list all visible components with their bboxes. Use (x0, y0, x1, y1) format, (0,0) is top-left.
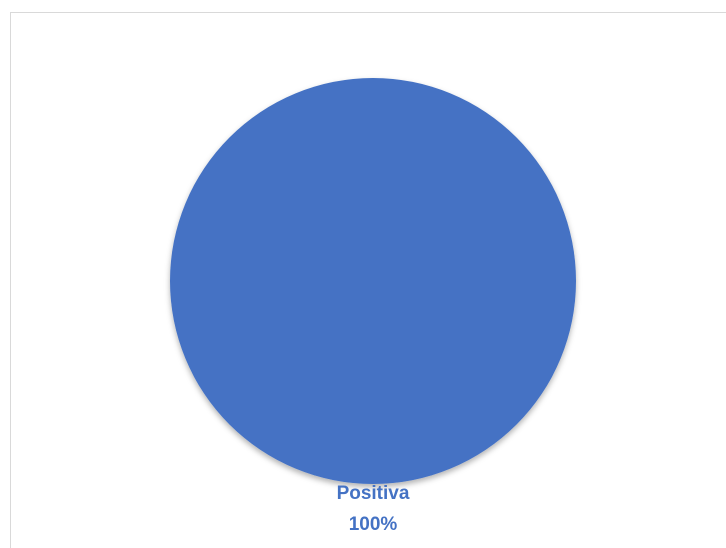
data-label-value: 100% (349, 514, 398, 535)
pie-slice (170, 78, 576, 484)
data-label-category: Positiva (337, 483, 410, 504)
plot-area (170, 78, 576, 484)
